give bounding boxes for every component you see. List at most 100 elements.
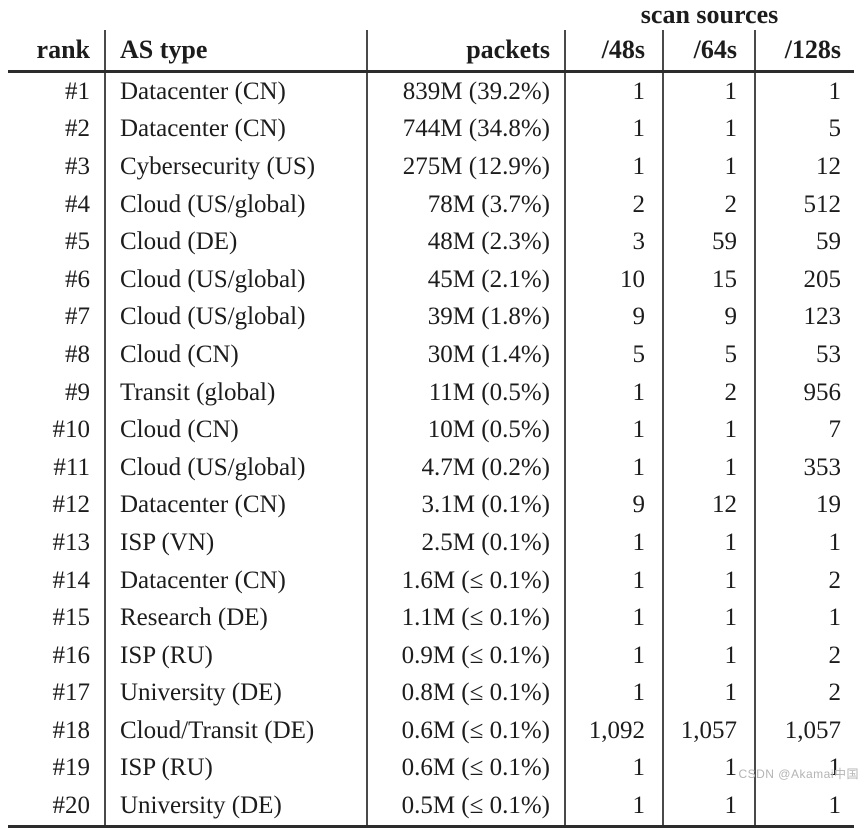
- cell-s64: 1: [662, 561, 755, 600]
- cell-as_type: ISP (VN): [104, 524, 367, 562]
- cell-rank: #5: [65, 228, 90, 256]
- cell-s48: 1: [564, 71, 663, 111]
- cell-s64: 1: [662, 448, 755, 487]
- cell-s128: 2: [753, 674, 855, 713]
- table-row: #20 University (DE) 0.5M (≤ 0.1%) 1 1 1: [8, 787, 855, 828]
- col-header-128s: /128s: [753, 30, 855, 73]
- cell-s48: 1: [564, 561, 663, 600]
- cell-as_type: ISP (RU): [104, 636, 367, 675]
- cell-s48: 5: [564, 336, 663, 374]
- group-header-spacer: [8, 0, 565, 30]
- cell-rank: #9: [65, 378, 90, 406]
- group-header-scan-sources: scan sources: [640, 0, 779, 29]
- cell-as_type: Cloud (CN): [104, 411, 367, 449]
- cell-s64: 12: [662, 486, 755, 525]
- table-row: #2 Datacenter (CN) 744M (34.8%) 1 1 5: [8, 110, 855, 149]
- column-header-row: rank AS type packets /48s /64s /128s: [8, 30, 855, 73]
- table-row: #14 Datacenter (CN) 1.6M (≤ 0.1%) 1 1 2: [8, 561, 855, 600]
- cell-s128: 1: [753, 787, 855, 828]
- cell-s128: 53: [753, 336, 855, 374]
- group-header-row: scan sources: [8, 0, 854, 30]
- cell-packets: 0.5M (≤ 0.1%): [366, 787, 565, 828]
- cell-s48: 1: [564, 749, 663, 788]
- cell-packets: 0.6M (≤ 0.1%): [366, 712, 565, 750]
- cell-s48: 1: [564, 411, 663, 449]
- cell-s48: 1: [564, 636, 663, 675]
- cell-as_type: Cloud (US/global): [104, 448, 367, 487]
- table-row: #19 ISP (RU) 0.6M (≤ 0.1%) 1 1 1: [8, 749, 855, 788]
- col-header-48s: /48s: [564, 30, 663, 73]
- cell-packets: 45M (2.1%): [366, 260, 565, 299]
- cell-s64: 1: [662, 148, 755, 186]
- cell-as_type: Cloud (US/global): [104, 298, 367, 337]
- cell-packets: 0.9M (≤ 0.1%): [366, 636, 565, 675]
- cell-as_type: University (DE): [104, 787, 367, 828]
- cell-s128: 19: [753, 486, 855, 525]
- cell-s64: 1: [662, 674, 755, 713]
- cell-as_type: Cybersecurity (US): [104, 148, 367, 186]
- cell-s64: 59: [662, 223, 755, 261]
- cell-as_type: Datacenter (CN): [104, 561, 367, 600]
- cell-packets: 78M (3.7%): [366, 185, 565, 224]
- cell-s48: 3: [564, 223, 663, 261]
- cell-as_type: Datacenter (CN): [104, 110, 367, 149]
- cell-s48: 1: [564, 110, 663, 149]
- cell-packets: 48M (2.3%): [366, 223, 565, 261]
- cell-rank: #14: [52, 566, 91, 594]
- cell-as_type: University (DE): [104, 674, 367, 713]
- cell-rank: #18: [52, 716, 91, 744]
- cell-s64: 1: [662, 787, 755, 828]
- cell-packets: 744M (34.8%): [366, 110, 565, 149]
- cell-as_type: Cloud (CN): [104, 336, 367, 374]
- cell-rank: #13: [52, 528, 91, 556]
- cell-packets: 0.6M (≤ 0.1%): [366, 749, 565, 788]
- table-row: #17 University (DE) 0.8M (≤ 0.1%) 1 1 2: [8, 674, 855, 713]
- cell-s128: 1,057: [753, 712, 855, 750]
- cell-rank: #15: [52, 604, 91, 632]
- cell-s64: 1: [662, 71, 755, 111]
- cell-as_type: ISP (RU): [104, 749, 367, 788]
- cell-packets: 839M (39.2%): [366, 71, 565, 111]
- cell-rank: #6: [65, 265, 90, 293]
- cell-s128: 1: [753, 749, 855, 788]
- cell-s48: 1: [564, 599, 663, 637]
- cell-packets: 275M (12.9%): [366, 148, 565, 186]
- cell-s48: 1: [564, 674, 663, 713]
- cell-rank: #1: [65, 77, 90, 105]
- cell-rank: #7: [65, 303, 90, 331]
- cell-packets: 1.6M (≤ 0.1%): [366, 561, 565, 600]
- cell-as_type: Datacenter (CN): [104, 486, 367, 525]
- table-row: #18 Cloud/Transit (DE) 0.6M (≤ 0.1%) 1,092 1…: [8, 712, 855, 750]
- cell-as_type: Cloud (US/global): [104, 185, 367, 224]
- cell-s128: 2: [753, 561, 855, 600]
- cell-s128: 7: [753, 411, 855, 449]
- cell-s48: 1: [564, 524, 663, 562]
- cell-s128: 2: [753, 636, 855, 675]
- cell-rank: #11: [53, 453, 90, 481]
- cell-s48: 1: [564, 448, 663, 487]
- table-row: #11 Cloud (US/global) 4.7M (0.2%) 1 1 353: [8, 448, 855, 487]
- table-row: #15 Research (DE) 1.1M (≤ 0.1%) 1 1 1: [8, 599, 855, 637]
- cell-packets: 30M (1.4%): [366, 336, 565, 374]
- cell-s128: 1: [753, 524, 855, 562]
- table-row: #9 Transit (global) 11M (0.5%) 1 2 956: [8, 373, 855, 412]
- cell-packets: 1.1M (≤ 0.1%): [366, 599, 565, 637]
- table-body: #1 Datacenter (CN) 839M (39.2%) 1 1 1 #2 Datace…: [8, 71, 855, 828]
- watermark: CSDN @Akamai中国: [738, 767, 859, 781]
- cell-s48: 1: [564, 148, 663, 186]
- cell-s64: 1: [662, 636, 755, 675]
- cell-rank: #12: [52, 491, 91, 519]
- as-scan-sources-table: scan sources rank AS type packets /48s /…: [8, 0, 855, 828]
- cell-s128: 512: [753, 185, 855, 224]
- cell-s64: 1,057: [662, 712, 755, 750]
- cell-s48: 9: [564, 298, 663, 337]
- cell-packets: 3.1M (0.1%): [366, 486, 565, 525]
- cell-s64: 5: [662, 336, 755, 374]
- cell-as_type: Cloud (US/global): [104, 260, 367, 299]
- cell-s128: 956: [753, 373, 855, 412]
- table-row: #16 ISP (RU) 0.9M (≤ 0.1%) 1 1 2: [8, 636, 855, 675]
- table-row: #8 Cloud (CN) 30M (1.4%) 5 5 53: [8, 336, 855, 374]
- cell-rank: #20: [8, 787, 105, 828]
- cell-packets: 0.8M (≤ 0.1%): [366, 674, 565, 713]
- cell-s128: 59: [753, 223, 855, 261]
